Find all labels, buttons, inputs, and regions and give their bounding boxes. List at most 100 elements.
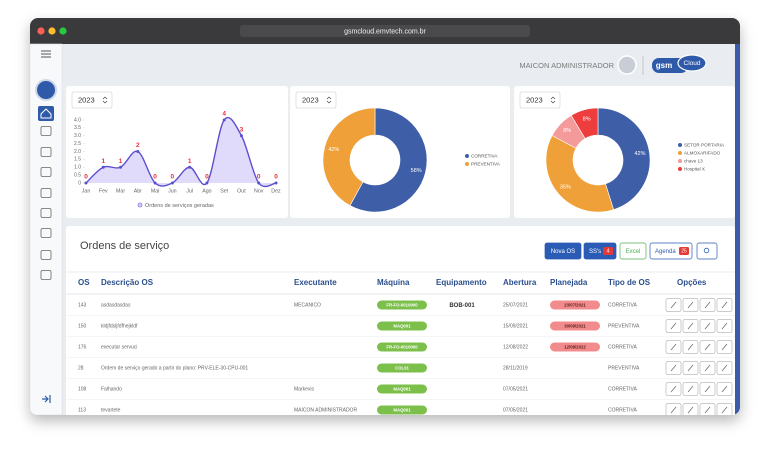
button-label: Agenda bbox=[655, 249, 676, 255]
legend-swatch bbox=[678, 167, 682, 171]
legend-label: Ordens de serviços geradas bbox=[145, 203, 214, 209]
nav-home[interactable] bbox=[38, 106, 54, 121]
planned-pill bbox=[550, 321, 600, 331]
sidebar bbox=[30, 43, 63, 415]
cell: 28 bbox=[78, 366, 84, 372]
cell: Falhando bbox=[101, 387, 122, 393]
action-icon bbox=[704, 322, 711, 330]
column-header: OS bbox=[78, 278, 90, 287]
action-icon bbox=[704, 406, 711, 414]
action-icon bbox=[670, 385, 677, 393]
action-icon bbox=[687, 301, 694, 309]
data-label: 8% bbox=[583, 116, 591, 122]
action-icon bbox=[670, 364, 677, 372]
nav-icon[interactable] bbox=[40, 250, 52, 260]
cell: 07/05/2021 bbox=[503, 408, 528, 414]
legend-label: PREVENTIVA bbox=[471, 162, 501, 167]
select-arrow bbox=[102, 96, 108, 104]
button-label: Nova OS bbox=[551, 249, 575, 255]
cell: MAICON ADMINISTRADOR bbox=[294, 408, 357, 414]
button[interactable] bbox=[619, 242, 647, 260]
column-header: Máquina bbox=[377, 278, 410, 287]
year-select[interactable] bbox=[295, 91, 337, 109]
nav-icon[interactable] bbox=[40, 270, 52, 280]
cell: 176 bbox=[78, 345, 87, 351]
avatar[interactable] bbox=[617, 55, 637, 75]
nav-icon[interactable] bbox=[40, 228, 52, 238]
close-button[interactable] bbox=[37, 27, 45, 35]
logo-cloud bbox=[677, 54, 707, 72]
column-header: Planejada bbox=[550, 278, 588, 287]
button[interactable] bbox=[544, 242, 582, 260]
data-label: 0 bbox=[257, 174, 261, 181]
nav-icon[interactable] bbox=[40, 167, 52, 177]
cell: Markevis bbox=[294, 387, 315, 393]
data-label: 0 bbox=[274, 174, 278, 181]
machine-pill bbox=[377, 342, 427, 352]
legend-swatch bbox=[678, 143, 682, 147]
legend-label: chave 13 bbox=[684, 159, 703, 164]
user-name[interactable]: MAICON ADMINISTRADOR bbox=[519, 61, 614, 70]
data-label: 1 bbox=[119, 158, 123, 165]
minimize-button[interactable] bbox=[48, 27, 56, 35]
line-point bbox=[274, 181, 278, 185]
sidebar-logo bbox=[35, 79, 57, 101]
cell: 108 bbox=[78, 387, 87, 393]
machine-pill bbox=[377, 405, 427, 415]
column-header: Executante bbox=[294, 278, 337, 287]
action-icon bbox=[721, 301, 728, 309]
year-select[interactable] bbox=[519, 91, 561, 109]
y-tick-label: 0.5 bbox=[74, 172, 81, 178]
legend-swatch bbox=[678, 151, 682, 155]
cell: executar servuci bbox=[101, 345, 137, 351]
url: gsmcloud.emvtech.com.br bbox=[344, 28, 426, 35]
zoom-button[interactable] bbox=[59, 27, 67, 35]
y-tick-label: 3.5 bbox=[74, 125, 81, 131]
line-area bbox=[86, 117, 276, 187]
cell: 15/09/2021 bbox=[503, 324, 528, 330]
search-icon bbox=[703, 247, 710, 254]
card bbox=[66, 86, 288, 218]
action-icon bbox=[687, 364, 694, 372]
data-label: 42% bbox=[635, 151, 646, 157]
action-icon bbox=[704, 301, 711, 309]
year-select[interactable] bbox=[71, 91, 113, 109]
scrollbar bbox=[735, 44, 740, 415]
data-label: 3 bbox=[240, 126, 244, 133]
data-label: 1 bbox=[101, 158, 105, 165]
planned-pill bbox=[550, 342, 600, 352]
y-tick-label: 3.0 bbox=[74, 133, 81, 139]
badge bbox=[679, 247, 689, 255]
line-point bbox=[170, 181, 174, 185]
column-header: Equipamento bbox=[436, 278, 487, 287]
cell: 113 bbox=[78, 408, 86, 414]
cell: CORRETIVA bbox=[608, 303, 637, 309]
cell: PREVENTIVA bbox=[608, 324, 640, 330]
planned-date: 23/07/2021 bbox=[564, 302, 586, 307]
logout-icon[interactable] bbox=[42, 395, 51, 403]
pie-slice bbox=[597, 107, 651, 210]
data-label: 1 bbox=[188, 158, 192, 165]
nav-icon[interactable] bbox=[40, 208, 52, 218]
nav-icon[interactable] bbox=[40, 188, 52, 198]
planned-pill bbox=[550, 300, 600, 310]
action-icon bbox=[687, 385, 694, 393]
badge-count: 25 bbox=[681, 249, 687, 255]
nav-icon[interactable] bbox=[40, 147, 52, 157]
x-tick-label: Jul bbox=[186, 188, 193, 194]
y-tick-label: 0 bbox=[78, 180, 81, 186]
search-button[interactable] bbox=[696, 242, 718, 260]
legend-label: SETOR PORTARIA bbox=[684, 143, 725, 148]
legend-label: CORRETIVA bbox=[471, 154, 498, 159]
data-label: 58% bbox=[411, 168, 422, 174]
action-icon bbox=[670, 406, 677, 414]
nav-icon[interactable] bbox=[40, 126, 52, 136]
action-icon bbox=[721, 385, 728, 393]
address-bar[interactable] bbox=[240, 25, 530, 37]
year-select-value: 2023 bbox=[78, 95, 95, 104]
cell: CORRETIVA bbox=[608, 387, 637, 393]
action-icon bbox=[721, 364, 728, 372]
machine-pill bbox=[377, 300, 427, 310]
